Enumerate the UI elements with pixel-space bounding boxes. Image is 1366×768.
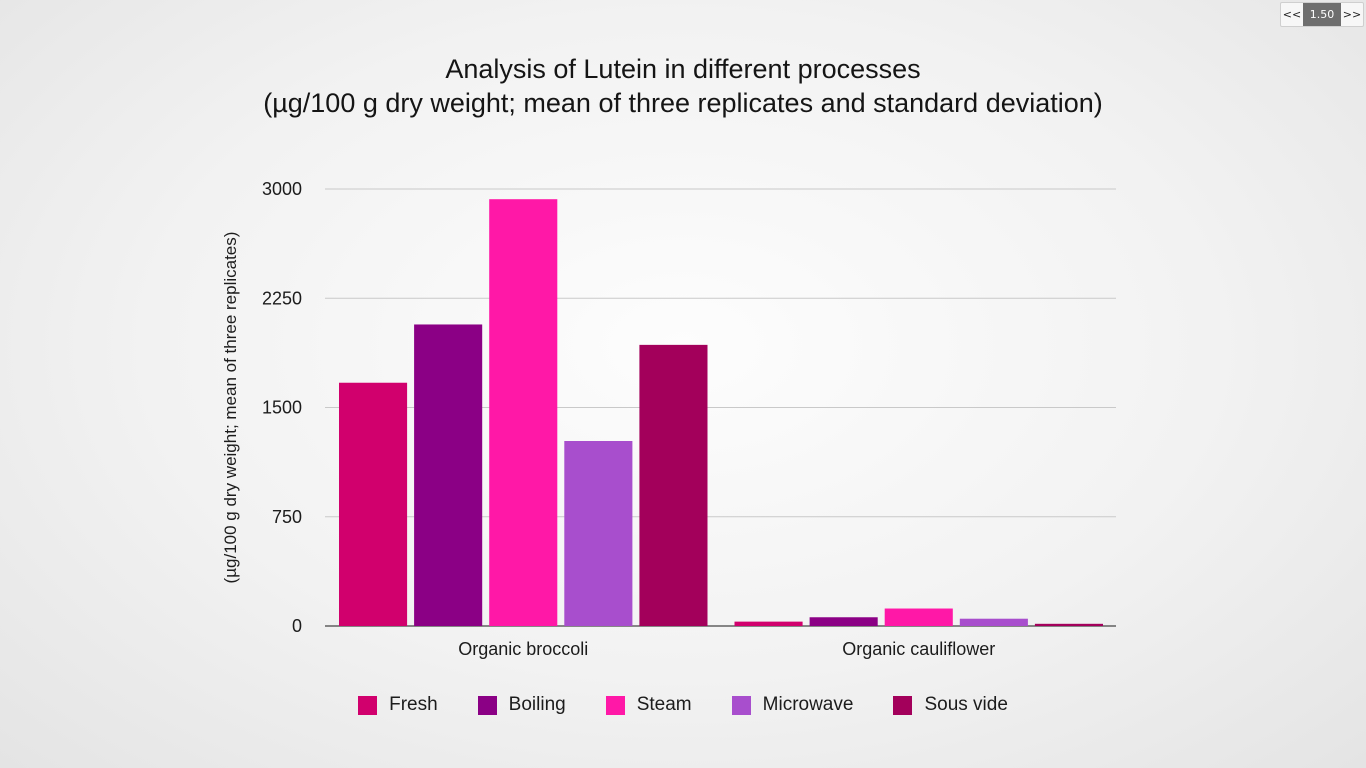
bar-microwave-0 — [564, 441, 633, 626]
slower-button[interactable]: << — [1282, 8, 1302, 21]
chart-legend: Fresh Boiling Steam Microwave Sous vide — [0, 694, 1366, 716]
bar-steam-0 — [489, 199, 558, 627]
legend-label: Steam — [636, 694, 692, 715]
chart-title: Analysis of Lutein in different processe… — [0, 52, 1366, 120]
playback-rate-display: 1.50 — [1303, 3, 1341, 26]
y-tick-label: 750 — [272, 507, 302, 527]
faster-button[interactable]: >> — [1342, 8, 1362, 21]
legend-label: Boiling — [508, 694, 566, 715]
legend-item: Sous vide — [893, 694, 1008, 716]
bar-sous-vide-0 — [639, 344, 708, 626]
bar-steam-1 — [884, 608, 953, 626]
bar-boiling-1 — [809, 617, 878, 626]
y-tick-label: 0 — [292, 616, 302, 636]
category-label: Organic cauliflower — [842, 639, 995, 659]
bar-boiling-0 — [414, 324, 483, 626]
legend-item: Boiling — [477, 694, 566, 716]
chart-title-line2: (µg/100 g dry weight; mean of three repl… — [263, 88, 1103, 118]
legend-swatch — [731, 695, 751, 715]
legend-item: Microwave — [731, 694, 854, 716]
playback-speed-control: << 1.50 >> — [1280, 2, 1364, 27]
bar-sous-vide-1 — [1034, 623, 1103, 626]
legend-item: Fresh — [358, 694, 438, 716]
legend-label: Sous vide — [924, 694, 1008, 715]
legend-label: Fresh — [389, 694, 438, 715]
y-tick-label: 2250 — [262, 288, 302, 308]
legend-swatch — [358, 695, 378, 715]
legend-swatch — [605, 695, 625, 715]
legend-swatch — [893, 695, 913, 715]
legend-label: Microwave — [762, 694, 854, 715]
bar-fresh-0 — [339, 382, 408, 626]
category-label: Organic broccoli — [458, 639, 588, 659]
bar-fresh-1 — [734, 621, 803, 626]
y-tick-label: 3000 — [262, 179, 302, 199]
chart-title-line1: Analysis of Lutein in different processe… — [445, 54, 921, 84]
y-tick-label: 1500 — [262, 398, 302, 418]
legend-item: Steam — [605, 694, 692, 716]
legend-swatch — [477, 695, 497, 715]
y-axis-label: (µg/100 g dry weight; mean of three repl… — [221, 232, 240, 584]
bar-microwave-1 — [959, 618, 1028, 626]
